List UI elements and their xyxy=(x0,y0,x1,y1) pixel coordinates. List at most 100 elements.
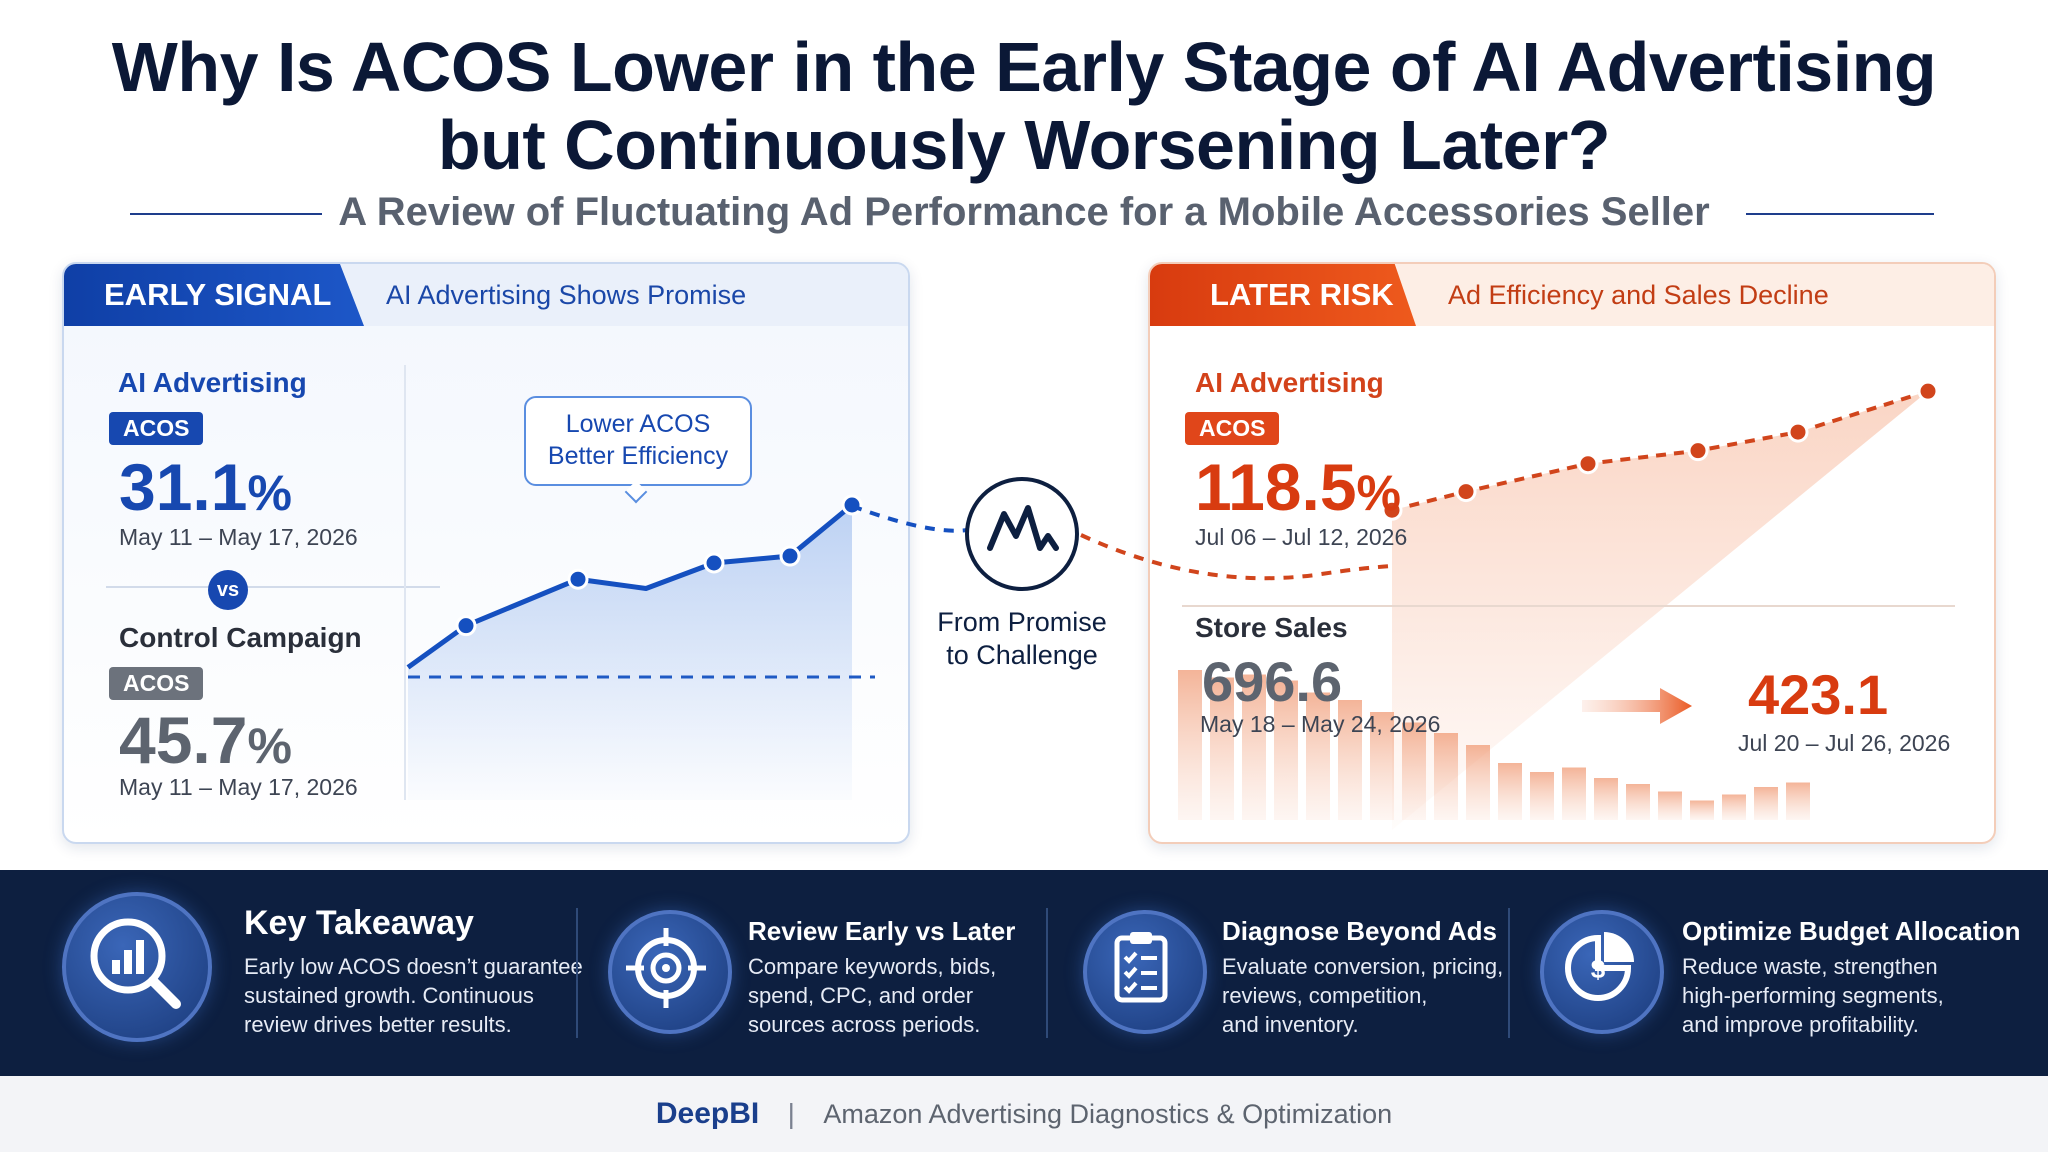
sales-bar-11 xyxy=(1498,763,1522,820)
control-acos-badge: ACOS xyxy=(109,667,204,700)
later-acos-trend-line xyxy=(1391,389,1929,513)
sales-bar-16 xyxy=(1658,791,1682,820)
later-trend-point-5 xyxy=(1787,421,1809,443)
takeaway-3-line-1: Evaluate conversion, pricing, xyxy=(1222,954,1504,979)
sales-bar-14 xyxy=(1594,778,1618,820)
footer-tagline: Amazon Advertising Diagnostics & Optimiz… xyxy=(823,1099,1393,1129)
magnifier-chart-glyph xyxy=(90,918,181,1009)
sales-bar-3 xyxy=(1242,674,1266,820)
takeaway-4-text: Reduce waste, strengthen high-performing… xyxy=(1682,952,1944,1039)
sales-bar-9 xyxy=(1434,733,1458,820)
sales-bar-1 xyxy=(1178,670,1202,820)
ai-acos-value: 31.1% xyxy=(119,449,292,525)
transition-label-line-1: From Promise xyxy=(937,607,1107,637)
later-trend-point-3 xyxy=(1577,453,1599,475)
early-trend-point-4 xyxy=(779,545,801,567)
takeaway-3-line-2: reviews, competition, xyxy=(1222,983,1428,1008)
takeaway-divider-3 xyxy=(1508,908,1510,1038)
later-risk-description: Ad Efficiency and Sales Decline xyxy=(1448,280,1829,310)
sales-end-value: 423.1 xyxy=(1748,663,1889,726)
transition-label: From Promise to Challenge xyxy=(912,606,1132,672)
sales-bar-20 xyxy=(1786,782,1810,820)
takeaway-1-text: Early low ACOS doesn’t guarantee sustain… xyxy=(244,952,583,1039)
sales-bar-10 xyxy=(1466,745,1490,820)
takeaway-2-line-1: Compare keywords, bids, xyxy=(748,954,997,979)
later-trend-point-6 xyxy=(1917,380,1939,402)
takeaway-3-line-3: and inventory. xyxy=(1222,1012,1359,1037)
takeaway-4-line-3: and improve profitability. xyxy=(1682,1012,1919,1037)
footer-separator: | xyxy=(787,1098,795,1129)
control-campaign-label: Control Campaign xyxy=(119,622,362,653)
sales-bar-2 xyxy=(1210,677,1234,820)
brand-logo-text: DeepBI xyxy=(655,1097,760,1130)
later-ai-advertising-label: AI Advertising xyxy=(1195,367,1384,398)
takeaway-3-title: Diagnose Beyond Ads xyxy=(1222,916,1497,946)
early-trend-point-1 xyxy=(455,615,477,637)
takeaway-2-title: Review Early vs Later xyxy=(748,916,1016,946)
page-title: Why Is ACOS Lower in the Early Stage of … xyxy=(0,28,2048,184)
later-acos-number: 118.5 xyxy=(1195,450,1357,524)
later-acos-badge: ACOS xyxy=(1185,412,1280,445)
later-trend-point-1 xyxy=(1381,499,1403,521)
sales-start-date: May 18 – May 24, 2026 xyxy=(1200,711,1441,737)
control-acos-unit: % xyxy=(247,718,292,774)
transition-circle xyxy=(965,477,1079,591)
later-risk-tab-label: LATER RISK xyxy=(1210,277,1394,312)
ai-acos-number: 31.1 xyxy=(119,450,248,524)
sales-bar-6 xyxy=(1338,700,1362,820)
target-icon xyxy=(608,910,732,1034)
later-trend-point-2 xyxy=(1455,481,1477,503)
takeaway-2-line-3: sources across periods. xyxy=(748,1012,981,1037)
callout-line-2: Better Efficiency xyxy=(547,442,729,470)
acos-badge: ACOS xyxy=(109,412,204,445)
budget-pie-icon: $ xyxy=(1540,910,1664,1034)
later-acos-date: Jul 06 – Jul 12, 2026 xyxy=(1195,524,1408,550)
sales-bar-19 xyxy=(1754,787,1778,820)
sales-bar-17 xyxy=(1690,800,1714,820)
takeaway-4-line-1: Reduce waste, strengthen xyxy=(1682,954,1938,979)
takeaway-1-title: Key Takeaway xyxy=(244,904,474,942)
sales-bar-5 xyxy=(1306,692,1330,820)
sales-bar-13 xyxy=(1562,767,1586,820)
subtitle-rule-left xyxy=(130,213,322,215)
takeaway-1-line-3: review drives better results. xyxy=(244,1012,512,1037)
later-acos-unit: % xyxy=(1356,465,1401,521)
svg-text:$: $ xyxy=(1591,954,1606,984)
footer-content: DeepBI | Amazon Advertising Diagnostics … xyxy=(0,1076,2048,1157)
sales-start-value: 696.6 xyxy=(1202,650,1343,713)
ai-acos-unit: % xyxy=(247,465,292,521)
subtitle-rule-right xyxy=(1746,213,1934,215)
later-risk-tab: LATER RISK xyxy=(1150,264,1416,326)
takeaway-divider-1 xyxy=(576,908,578,1038)
title-line-1: Why Is ACOS Lower in the Early Stage of … xyxy=(111,28,1937,106)
control-acos-value: 45.7% xyxy=(119,702,292,778)
sales-bar-7 xyxy=(1370,712,1394,820)
early-signal-tab: EARLY SIGNAL xyxy=(64,264,364,326)
takeaway-2-text: Compare keywords, bids, spend, CPC, and … xyxy=(748,952,996,1039)
transition-label-line-2: to Challenge xyxy=(946,640,1098,670)
takeaway-1-line-2: sustained growth. Continuous xyxy=(244,983,534,1008)
early-signal-tab-label: EARLY SIGNAL xyxy=(104,277,332,312)
later-trend-point-4 xyxy=(1687,440,1709,462)
later-risk-panel: LATER RISK Ad Efficiency and Sales Decli… xyxy=(1148,262,1996,844)
connector-blue xyxy=(851,504,969,533)
clipboard-checklist-glyph xyxy=(1114,932,1168,1003)
sales-bar-8 xyxy=(1402,722,1426,820)
title-line-2: but Continuously Worsening Later? xyxy=(437,106,1611,184)
target-glyph xyxy=(626,928,706,1008)
early-trend-point-2 xyxy=(567,568,589,590)
takeaway-4-line-2: high-performing segments, xyxy=(1682,983,1944,1008)
takeaway-1-line-1: Early low ACOS doesn’t guarantee xyxy=(244,954,583,979)
ai-acos-date: May 11 – May 17, 2026 xyxy=(119,524,358,550)
takeaway-2-line-2: spend, CPC, and order xyxy=(748,983,974,1008)
sales-bar-12 xyxy=(1530,772,1554,820)
decline-arrow-icon xyxy=(1582,688,1692,724)
sales-bar-15 xyxy=(1626,784,1650,820)
later-acos-value: 118.5% xyxy=(1195,449,1401,525)
early-trend-point-3 xyxy=(703,552,725,574)
footer: DeepBI | Amazon Advertising Diagnostics … xyxy=(0,1076,2048,1152)
vs-badge: vs xyxy=(208,570,248,610)
takeaway-4-title: Optimize Budget Allocation xyxy=(1682,916,2021,946)
later-trend-area xyxy=(1392,391,1928,830)
